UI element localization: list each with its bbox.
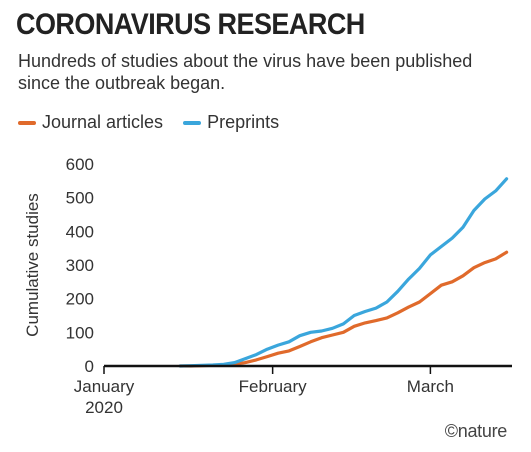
nature-credit: ©nature bbox=[444, 421, 508, 441]
chart-subtitle: Hundreds of studies about the virus have… bbox=[18, 51, 473, 93]
x-tick-label: February bbox=[239, 377, 308, 396]
preprints-line bbox=[178, 177, 509, 368]
chart-title: CORONAVIRUS RESEARCH bbox=[16, 8, 365, 41]
y-tick-label: 300 bbox=[66, 256, 94, 275]
journal-articles-line bbox=[178, 250, 509, 368]
legend-item-preprints: Preprints bbox=[183, 112, 279, 133]
y-tick-label: 400 bbox=[66, 222, 94, 241]
y-tick-label: 500 bbox=[66, 189, 94, 208]
x-tick-label: March bbox=[407, 377, 454, 396]
legend-label-journal: Journal articles bbox=[42, 112, 164, 132]
legend-swatch-preprints bbox=[183, 120, 202, 125]
y-tick-label: 200 bbox=[66, 290, 94, 309]
x-tick-label: January 2020 bbox=[74, 377, 135, 417]
y-tick-label: 100 bbox=[66, 323, 94, 342]
y-tick-label: 0 bbox=[85, 357, 94, 376]
y-tick-label: 600 bbox=[66, 155, 94, 174]
legend-label-preprints: Preprints bbox=[207, 112, 280, 132]
legend-swatch-journal bbox=[18, 120, 36, 125]
legend-item-journal: Journal articles bbox=[18, 112, 163, 133]
y-axis-title: Cumulative studies bbox=[23, 193, 42, 337]
legend: Journal articles Preprints bbox=[18, 112, 299, 133]
